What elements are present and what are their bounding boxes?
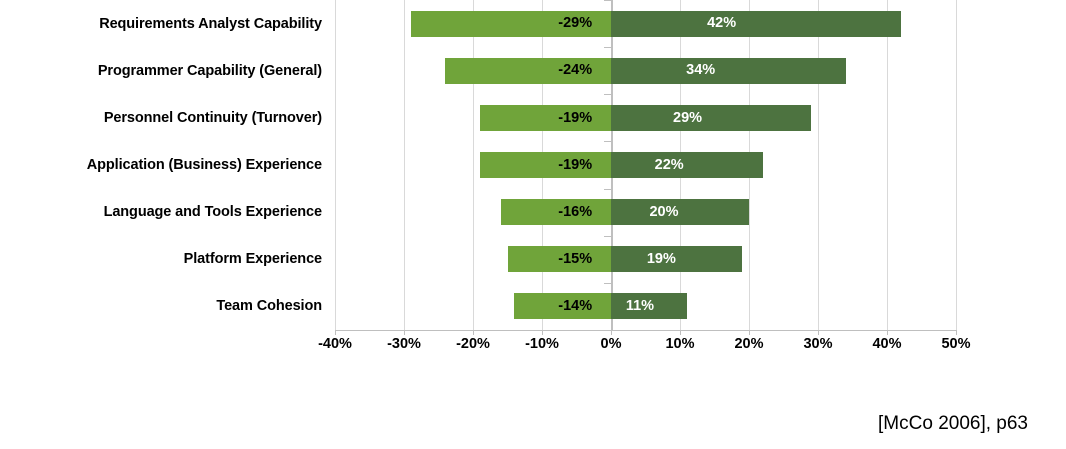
bar-value-label: 34% (686, 62, 716, 79)
x-axis-tick (818, 330, 819, 335)
bar-value-label: 11% (625, 298, 655, 315)
bar-value-label: -15% (558, 251, 593, 268)
bar-row: -15% 19% (335, 246, 956, 273)
bar-value-label: 29% (673, 109, 703, 126)
category-label: Platform Experience (183, 251, 322, 268)
category-label: Programmer Capability (General) (97, 62, 322, 79)
bar-value-label: -29% (558, 15, 593, 32)
category-axis-tick (604, 330, 611, 331)
bar-negative: -29% (410, 10, 611, 37)
category-label: Application (Business) Experience (86, 157, 322, 173)
bar-row: -19% 22% (335, 152, 956, 178)
bar-value-label: -19% (558, 109, 593, 126)
bar-negative: -15% (507, 246, 611, 273)
bar-value-label: -16% (558, 203, 593, 220)
bar-positive: 22% (611, 152, 763, 178)
gridline (473, 0, 474, 330)
x-axis-tick (749, 330, 750, 335)
gridline (335, 0, 336, 330)
bar-row: -24% 34% (335, 57, 956, 84)
bar-positive: 20% (611, 199, 749, 226)
bar-negative: -19% (479, 152, 611, 178)
x-tick-label: 0% (600, 336, 622, 352)
category-axis-tick (604, 188, 611, 190)
bar-positive: 29% (611, 104, 812, 131)
bar-positive: 11% (611, 293, 687, 320)
x-tick-label: -10% (525, 336, 559, 352)
category-label: Language and Tools Experience (103, 204, 323, 221)
x-tick-label: 40% (872, 336, 902, 352)
bar-negative: -14% (514, 293, 611, 320)
bar-row: -29% 42% (335, 10, 956, 37)
bar-positive: 34% (611, 57, 846, 84)
category-axis-tick (604, 282, 611, 284)
x-axis-tick (404, 330, 405, 335)
x-tick-label: 30% (803, 336, 833, 352)
category-axis-tick (604, 141, 611, 143)
category-axis-labels: Requirements Analyst Capability Programme… (0, 0, 322, 330)
bar-negative: -16% (500, 199, 611, 226)
category-axis-tick (604, 235, 611, 237)
bar-row: -14% 11% (335, 293, 956, 320)
bar-value-label: -19% (558, 156, 593, 173)
category-axis-tick (604, 94, 611, 96)
gridline (818, 0, 819, 330)
bar-value-label: 42% (707, 15, 737, 32)
bar-value-label: -24% (558, 62, 593, 79)
bar-row: -16% 20% (335, 199, 956, 226)
x-tick-label: 20% (734, 336, 764, 352)
bar-value-label: 22% (654, 156, 684, 173)
x-axis-line (335, 330, 956, 331)
category-label: Personnel Continuity (Turnover) (103, 109, 322, 126)
category-axis-tick (604, 47, 611, 49)
x-tick-label: -20% (456, 336, 490, 352)
x-axis-tick (611, 330, 612, 335)
x-axis-tick (956, 330, 957, 335)
category-label: Team Cohesion (216, 298, 322, 315)
bar-negative: -24% (445, 57, 611, 84)
x-tick-label: -40% (318, 336, 352, 352)
source-citation: [McCo 2006], p63 (878, 413, 1028, 434)
x-axis-tick (542, 330, 543, 335)
category-axis-tick (604, 0, 611, 1)
x-axis-tick (887, 330, 888, 335)
x-axis-tick-labels: -40% -30% -20% -10% 0% 10% 20% 30% 40% 50% (318, 336, 970, 360)
bar-row: -19% 29% (335, 104, 956, 131)
bar-value-label: -14% (558, 298, 593, 315)
bar-negative: -19% (479, 104, 611, 131)
category-label: Requirements Analyst Capability (99, 15, 322, 32)
gridline (956, 0, 957, 330)
x-tick-label: 10% (665, 336, 695, 352)
gridline (887, 0, 888, 330)
bar-positive: 19% (611, 246, 743, 273)
gridline (404, 0, 405, 330)
x-axis-tick (473, 330, 474, 335)
x-axis-tick (680, 330, 681, 335)
bar-value-label: 20% (649, 203, 679, 220)
plot-area: -29% 42% -24% 34% -19% 29% -19% 22% -16% 20% -15% 1… (335, 0, 957, 335)
bar-positive: 42% (611, 10, 901, 37)
x-axis-tick (335, 330, 336, 335)
x-tick-label: -30% (387, 336, 421, 352)
x-tick-label: 50% (941, 336, 971, 352)
bar-value-label: 19% (646, 251, 676, 268)
